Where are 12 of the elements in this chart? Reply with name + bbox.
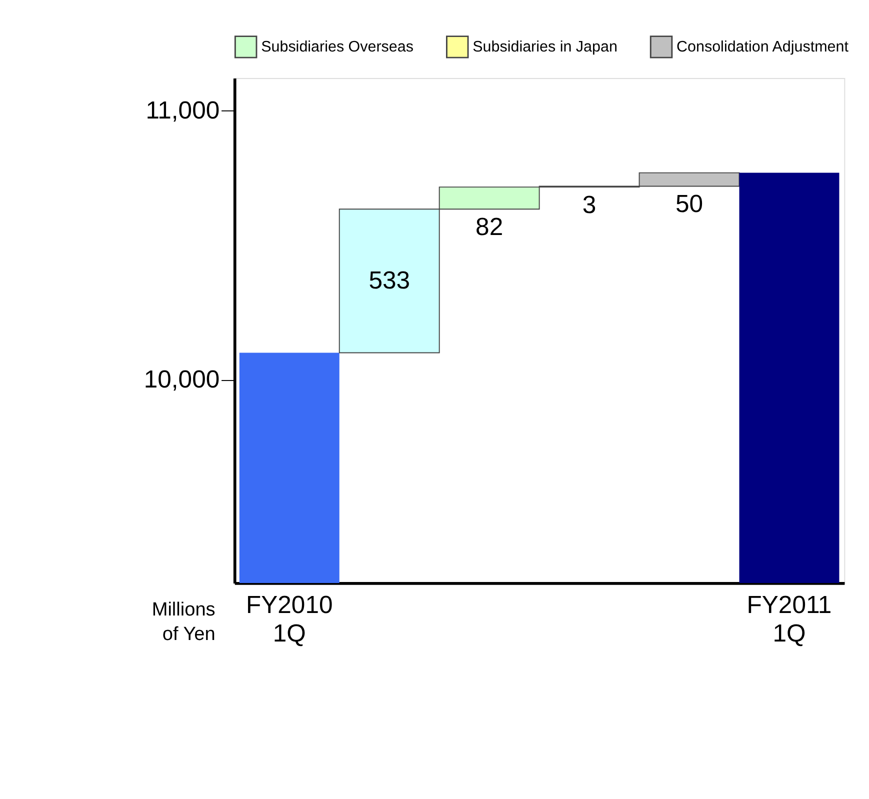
data-label: 50 <box>675 190 704 218</box>
legend-label: Subsidiaries in Japan <box>472 38 618 56</box>
x-tick-label: FY2010 1Q <box>246 592 333 648</box>
y-tick-label: 11,000 <box>146 97 220 124</box>
data-label: 533 <box>368 268 410 295</box>
data-label: 82 <box>476 214 504 241</box>
y-tick-label: 10,000 <box>144 366 220 394</box>
legend-label: Consolidation Adjustment <box>676 38 850 56</box>
legend-label: Subsidiaries Overseas <box>261 38 414 56</box>
data-label: 3 <box>582 192 596 219</box>
text: Millions of Yen <box>152 599 216 646</box>
x-tick-label: FY2011 1Q <box>746 592 832 648</box>
